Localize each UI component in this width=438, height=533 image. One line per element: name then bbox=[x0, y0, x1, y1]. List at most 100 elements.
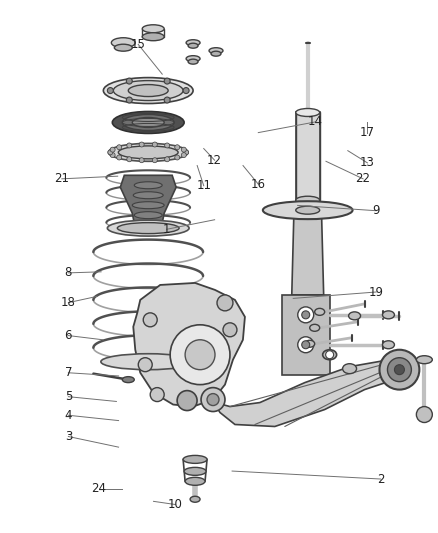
Circle shape bbox=[302, 341, 310, 349]
Circle shape bbox=[177, 391, 197, 410]
Ellipse shape bbox=[101, 354, 196, 370]
Text: 24: 24 bbox=[92, 482, 106, 495]
Ellipse shape bbox=[118, 146, 178, 159]
Ellipse shape bbox=[305, 340, 314, 347]
Ellipse shape bbox=[112, 111, 184, 133]
Circle shape bbox=[223, 323, 237, 337]
Ellipse shape bbox=[185, 478, 205, 486]
Circle shape bbox=[107, 87, 113, 94]
Ellipse shape bbox=[183, 455, 207, 463]
Circle shape bbox=[126, 78, 132, 84]
Circle shape bbox=[207, 393, 219, 406]
Polygon shape bbox=[120, 175, 176, 223]
Circle shape bbox=[326, 351, 334, 359]
Ellipse shape bbox=[296, 196, 320, 204]
Ellipse shape bbox=[209, 47, 223, 54]
Circle shape bbox=[110, 152, 115, 158]
Ellipse shape bbox=[211, 51, 221, 56]
Text: 22: 22 bbox=[356, 172, 371, 185]
Ellipse shape bbox=[142, 33, 164, 41]
Circle shape bbox=[117, 145, 122, 150]
Circle shape bbox=[181, 152, 186, 158]
Text: 2: 2 bbox=[377, 473, 384, 486]
Circle shape bbox=[164, 78, 170, 84]
Ellipse shape bbox=[132, 117, 164, 127]
Ellipse shape bbox=[122, 377, 134, 383]
Ellipse shape bbox=[417, 356, 432, 364]
Ellipse shape bbox=[296, 206, 320, 214]
Ellipse shape bbox=[111, 38, 135, 47]
Polygon shape bbox=[205, 360, 399, 426]
Circle shape bbox=[138, 358, 152, 372]
Ellipse shape bbox=[117, 223, 179, 233]
Ellipse shape bbox=[108, 143, 188, 161]
Polygon shape bbox=[292, 218, 324, 295]
Text: 13: 13 bbox=[360, 156, 375, 169]
Polygon shape bbox=[282, 295, 330, 375]
Text: 10: 10 bbox=[168, 498, 183, 511]
Circle shape bbox=[175, 155, 180, 160]
Circle shape bbox=[127, 143, 132, 148]
Text: 12: 12 bbox=[207, 154, 222, 167]
Circle shape bbox=[164, 97, 170, 103]
Circle shape bbox=[110, 147, 115, 152]
Ellipse shape bbox=[114, 44, 132, 51]
Text: 7: 7 bbox=[65, 366, 72, 379]
Circle shape bbox=[165, 143, 170, 148]
Circle shape bbox=[108, 150, 113, 155]
Ellipse shape bbox=[186, 40, 200, 46]
Ellipse shape bbox=[349, 312, 360, 320]
Ellipse shape bbox=[132, 201, 164, 209]
Ellipse shape bbox=[107, 220, 189, 236]
Circle shape bbox=[217, 295, 233, 311]
Ellipse shape bbox=[184, 467, 206, 475]
Text: 4: 4 bbox=[65, 409, 72, 422]
Circle shape bbox=[302, 311, 310, 319]
Text: 1: 1 bbox=[163, 223, 170, 236]
Text: 9: 9 bbox=[372, 204, 380, 217]
Text: 17: 17 bbox=[360, 126, 375, 139]
Circle shape bbox=[150, 387, 164, 401]
Polygon shape bbox=[296, 112, 320, 200]
Ellipse shape bbox=[343, 364, 357, 374]
Circle shape bbox=[298, 337, 314, 353]
Text: 21: 21 bbox=[54, 172, 69, 185]
Ellipse shape bbox=[142, 25, 164, 33]
Circle shape bbox=[126, 97, 132, 103]
Ellipse shape bbox=[134, 182, 162, 189]
Circle shape bbox=[165, 157, 170, 161]
Text: 5: 5 bbox=[65, 390, 72, 403]
Text: 19: 19 bbox=[369, 286, 384, 298]
Circle shape bbox=[395, 365, 404, 375]
Circle shape bbox=[298, 307, 314, 323]
Ellipse shape bbox=[188, 59, 198, 64]
Text: 16: 16 bbox=[251, 177, 266, 191]
Circle shape bbox=[152, 158, 157, 163]
Ellipse shape bbox=[382, 311, 395, 319]
Circle shape bbox=[139, 142, 144, 147]
Circle shape bbox=[184, 150, 189, 155]
Text: 8: 8 bbox=[65, 266, 72, 279]
Ellipse shape bbox=[188, 43, 198, 48]
Circle shape bbox=[417, 407, 432, 423]
Circle shape bbox=[143, 313, 157, 327]
Text: 18: 18 bbox=[61, 296, 76, 309]
Ellipse shape bbox=[134, 212, 162, 219]
Text: 15: 15 bbox=[131, 38, 146, 51]
Circle shape bbox=[185, 340, 215, 370]
Circle shape bbox=[170, 325, 230, 385]
Ellipse shape bbox=[314, 309, 325, 316]
Text: 14: 14 bbox=[307, 116, 322, 128]
Text: 3: 3 bbox=[65, 430, 72, 443]
Circle shape bbox=[388, 358, 411, 382]
Text: 11: 11 bbox=[196, 179, 211, 192]
Circle shape bbox=[127, 157, 132, 161]
Circle shape bbox=[201, 387, 225, 411]
Ellipse shape bbox=[186, 55, 200, 62]
Ellipse shape bbox=[296, 109, 320, 117]
Circle shape bbox=[152, 142, 157, 147]
Ellipse shape bbox=[122, 115, 174, 131]
Ellipse shape bbox=[263, 201, 353, 219]
Ellipse shape bbox=[113, 80, 183, 101]
Ellipse shape bbox=[310, 324, 320, 332]
